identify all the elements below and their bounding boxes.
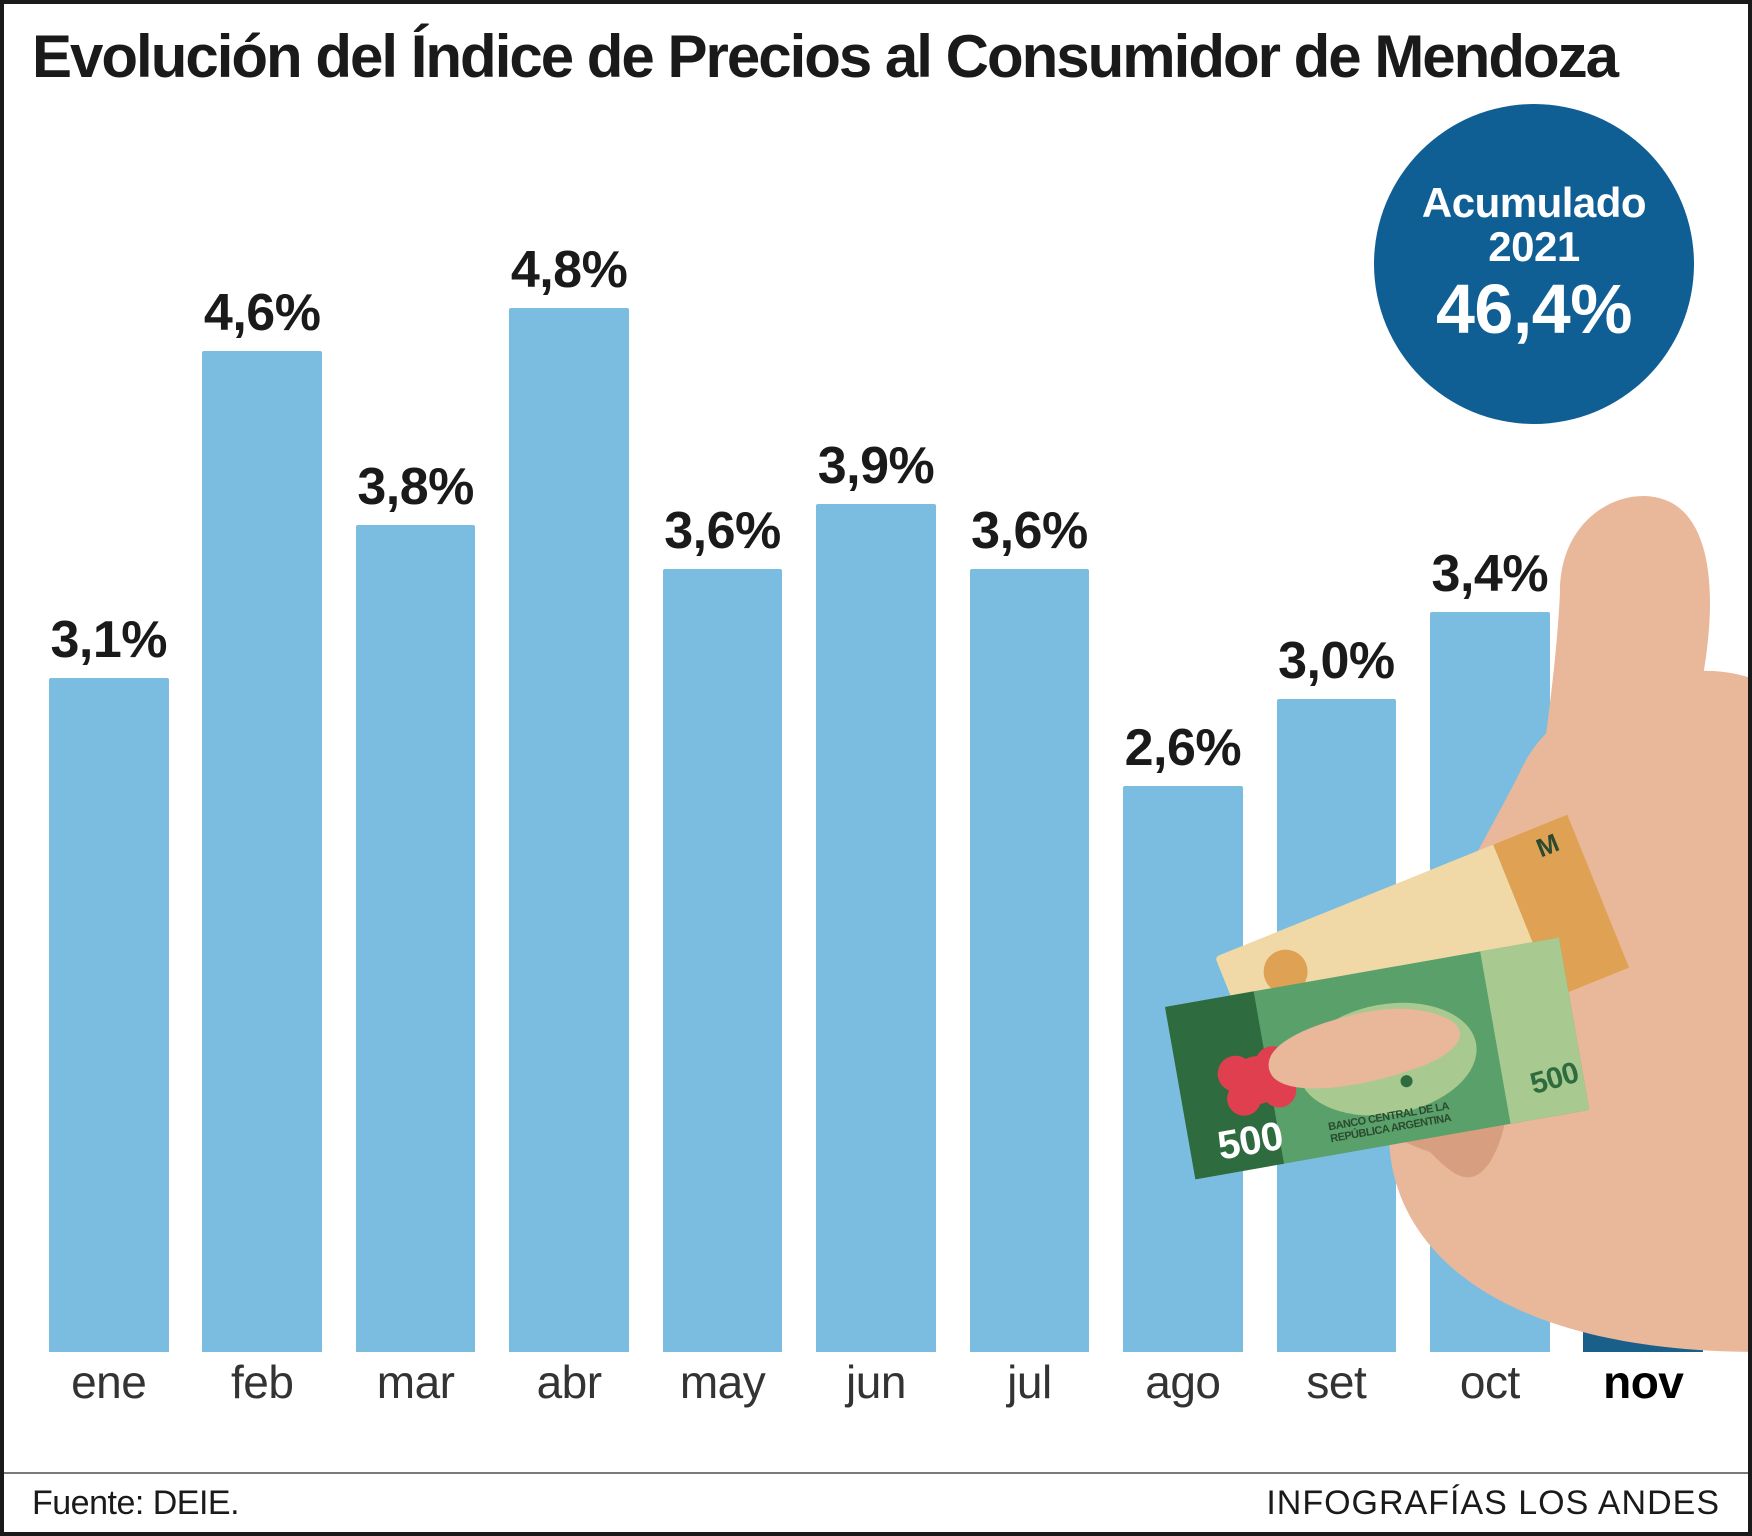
bar	[1277, 699, 1397, 1352]
bar-slot: 3,1%	[32, 678, 185, 1352]
month-row: enefebmarabrmayjunjulagosetoctnov	[32, 1352, 1720, 1412]
bar	[202, 351, 322, 1352]
bar-value-label: 3,6%	[971, 501, 1088, 561]
month-label: jul	[953, 1352, 1106, 1412]
bar-value-label: 2,6%	[1585, 718, 1702, 778]
month-label: oct	[1413, 1352, 1566, 1412]
month-label: nov	[1567, 1352, 1720, 1412]
bar	[1430, 612, 1550, 1352]
bar-slot: 3,0%	[1260, 699, 1413, 1352]
bar	[816, 504, 936, 1352]
bar	[49, 678, 169, 1352]
bar	[1123, 786, 1243, 1352]
bar-value-label: 3,9%	[818, 436, 935, 496]
bar-slot: 4,8%	[492, 308, 645, 1352]
bar-slot: 3,8%	[339, 525, 492, 1352]
infographic-frame: Evolución del Índice de Precios al Consu…	[0, 0, 1752, 1536]
bar-slot: 2,6%	[1567, 786, 1720, 1352]
bar-value-label: 4,8%	[511, 240, 628, 300]
month-label: abr	[492, 1352, 645, 1412]
bar-slot: 3,6%	[646, 569, 799, 1352]
bar	[663, 569, 783, 1352]
bar-value-label: 3,8%	[357, 457, 474, 517]
bar-value-label: 3,4%	[1432, 544, 1549, 604]
bar-value-label: 2,6%	[1125, 718, 1242, 778]
bar-slot: 3,9%	[799, 504, 952, 1352]
footer: Fuente: DEIE. INFOGRAFÍAS LOS ANDES	[4, 1472, 1748, 1532]
month-label: ene	[32, 1352, 185, 1412]
bar-slot: 2,6%	[1106, 786, 1259, 1352]
month-label: feb	[185, 1352, 338, 1412]
bar-slot: 4,6%	[185, 351, 338, 1352]
bar-slot: 3,6%	[953, 569, 1106, 1352]
bar	[356, 525, 476, 1352]
bar	[970, 569, 1090, 1352]
month-label: set	[1260, 1352, 1413, 1412]
month-label: ago	[1106, 1352, 1259, 1412]
chart-title: Evolución del Índice de Precios al Consu…	[32, 22, 1617, 91]
month-label: jun	[799, 1352, 952, 1412]
bar-value-label: 3,6%	[664, 501, 781, 561]
bar-slot: 3,4%	[1413, 612, 1566, 1352]
bar-value-label: 4,6%	[204, 283, 321, 343]
bar	[1583, 786, 1703, 1352]
footer-credit: INFOGRAFÍAS LOS ANDES	[1266, 1484, 1720, 1523]
bar-value-label: 3,0%	[1278, 631, 1395, 691]
footer-source: Fuente: DEIE.	[32, 1484, 239, 1523]
month-label: may	[646, 1352, 799, 1412]
bar	[509, 308, 629, 1352]
bar-value-label: 3,1%	[50, 610, 167, 670]
bars-container: 3,1%4,6%3,8%4,8%3,6%3,9%3,6%2,6%3,0%3,4%…	[32, 124, 1720, 1352]
chart-area: 3,1%4,6%3,8%4,8%3,6%3,9%3,6%2,6%3,0%3,4%…	[32, 124, 1720, 1412]
month-label: mar	[339, 1352, 492, 1412]
